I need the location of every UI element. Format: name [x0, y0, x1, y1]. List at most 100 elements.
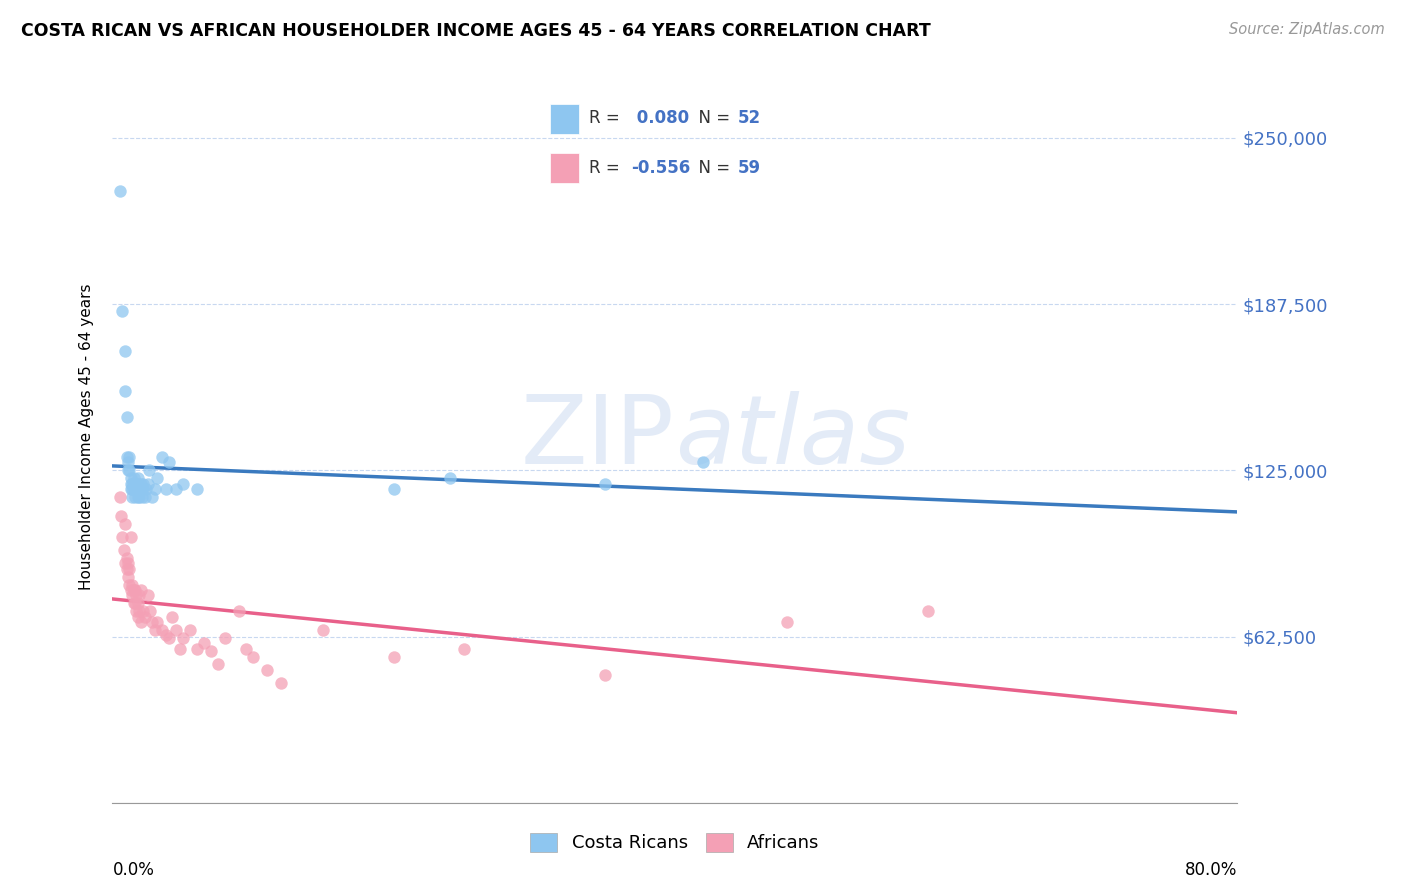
- Point: [117, 557, 139, 571]
- Point: [186, 482, 208, 496]
- Point: [200, 644, 222, 658]
- Y-axis label: Householder Income Ages 45 - 64 years: Householder Income Ages 45 - 64 years: [79, 284, 94, 591]
- Point: [136, 588, 159, 602]
- Point: [115, 551, 138, 566]
- Point: [214, 631, 236, 645]
- Legend: Costa Ricans, Africans: Costa Ricans, Africans: [523, 826, 827, 860]
- Point: [453, 641, 475, 656]
- Point: [129, 476, 152, 491]
- Point: [143, 482, 166, 496]
- Point: [117, 570, 139, 584]
- Point: [776, 615, 799, 629]
- Point: [134, 490, 156, 504]
- Point: [131, 482, 153, 496]
- Point: [120, 482, 142, 496]
- Point: [108, 490, 131, 504]
- Point: [132, 604, 155, 618]
- Point: [111, 530, 134, 544]
- Point: [155, 628, 177, 642]
- Point: [120, 476, 142, 491]
- Point: [118, 450, 141, 464]
- Point: [120, 582, 142, 597]
- Point: [917, 604, 939, 618]
- Point: [172, 476, 194, 491]
- Point: [121, 490, 143, 504]
- Point: [114, 343, 136, 358]
- Point: [135, 482, 157, 496]
- Point: [120, 471, 142, 485]
- Point: [124, 582, 146, 597]
- Point: [112, 543, 135, 558]
- Point: [127, 490, 149, 504]
- Point: [124, 476, 146, 491]
- Point: [117, 455, 139, 469]
- Point: [127, 596, 149, 610]
- Point: [114, 384, 136, 398]
- Point: [121, 577, 143, 591]
- Point: [136, 476, 159, 491]
- Point: [121, 476, 143, 491]
- Point: [108, 184, 131, 198]
- Point: [127, 476, 149, 491]
- Point: [122, 476, 145, 491]
- Point: [118, 562, 141, 576]
- Point: [132, 482, 155, 496]
- Point: [141, 615, 163, 629]
- Point: [115, 410, 138, 425]
- Point: [256, 663, 278, 677]
- Text: 80.0%: 80.0%: [1185, 862, 1237, 880]
- Point: [146, 471, 169, 485]
- Point: [124, 482, 146, 496]
- Point: [169, 641, 191, 656]
- Point: [593, 476, 616, 491]
- Point: [121, 482, 143, 496]
- Point: [439, 471, 461, 485]
- Point: [128, 588, 150, 602]
- Point: [141, 490, 163, 504]
- Point: [128, 604, 150, 618]
- Point: [122, 596, 145, 610]
- Point: [132, 476, 155, 491]
- Text: ZIP: ZIP: [522, 391, 675, 483]
- Point: [125, 482, 148, 496]
- Point: [125, 476, 148, 491]
- Point: [115, 562, 138, 576]
- Point: [193, 636, 215, 650]
- Point: [165, 623, 187, 637]
- Point: [228, 604, 250, 618]
- Point: [593, 668, 616, 682]
- Point: [128, 482, 150, 496]
- Point: [110, 508, 132, 523]
- Point: [160, 609, 183, 624]
- Point: [118, 577, 141, 591]
- Point: [155, 482, 177, 496]
- Point: [270, 676, 292, 690]
- Point: [134, 609, 156, 624]
- Text: COSTA RICAN VS AFRICAN HOUSEHOLDER INCOME AGES 45 - 64 YEARS CORRELATION CHART: COSTA RICAN VS AFRICAN HOUSEHOLDER INCOM…: [21, 22, 931, 40]
- Point: [129, 615, 152, 629]
- Point: [122, 482, 145, 496]
- Point: [312, 623, 335, 637]
- Point: [143, 623, 166, 637]
- Point: [129, 582, 152, 597]
- Point: [139, 604, 162, 618]
- Point: [235, 641, 257, 656]
- Point: [122, 582, 145, 597]
- Point: [120, 530, 142, 544]
- Point: [382, 649, 405, 664]
- Point: [150, 623, 173, 637]
- Point: [128, 490, 150, 504]
- Point: [125, 604, 148, 618]
- Point: [122, 471, 145, 485]
- Point: [124, 490, 146, 504]
- Point: [692, 455, 714, 469]
- Point: [138, 463, 160, 477]
- Point: [127, 609, 149, 624]
- Point: [121, 588, 143, 602]
- Text: atlas: atlas: [675, 391, 910, 483]
- Point: [186, 641, 208, 656]
- Point: [125, 588, 148, 602]
- Point: [165, 482, 187, 496]
- Point: [150, 450, 173, 464]
- Point: [242, 649, 264, 664]
